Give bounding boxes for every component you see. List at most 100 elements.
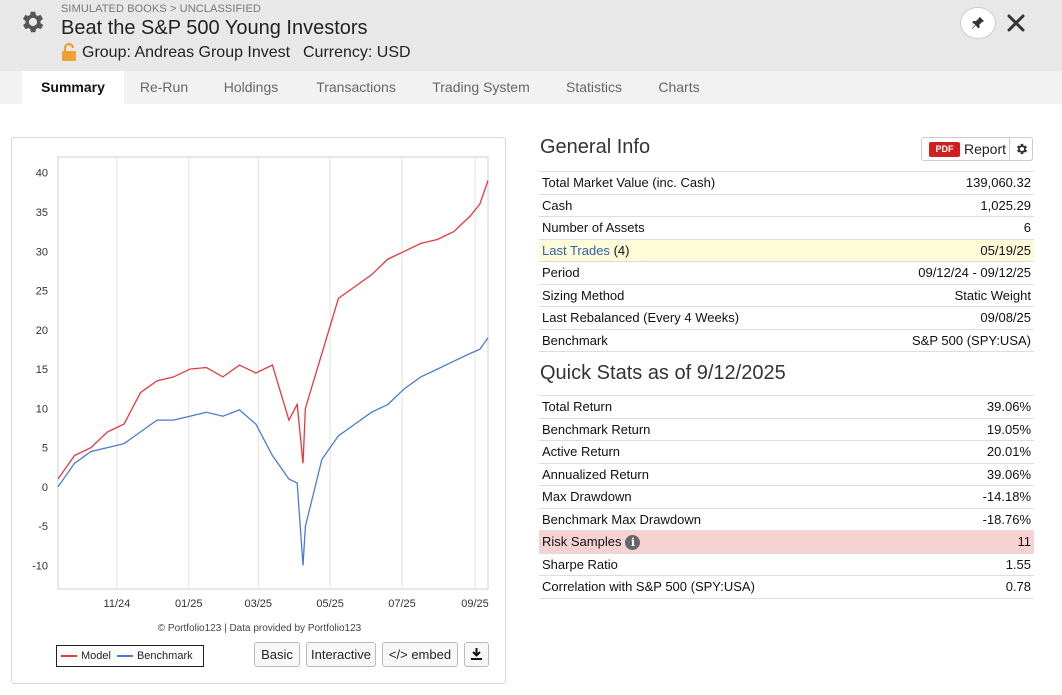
y-tick-label: -5 [38,521,48,533]
table-row: Total Return 39.06% [539,395,1034,418]
row-label: Total Market Value (inc. Cash) [539,171,846,194]
row-label: Number of Assets [539,216,846,239]
table-row: Last Rebalanced (Every 4 Weeks) 09/08/25 [539,306,1034,329]
row-value: 39.06% [935,395,1034,418]
row-label: Last Rebalanced (Every 4 Weeks) [539,306,846,329]
table-row: Last Trades (4) 05/19/25 [539,238,1034,262]
pdf-icon: PDF [929,142,960,157]
table-row: Period 09/12/24 - 09/12/25 [539,261,1034,284]
row-value: 09/08/25 [845,306,1034,329]
legend-swatch-benchmark [116,655,133,657]
plot-area [57,156,489,590]
report-button[interactable]: PDF Report [921,137,1033,161]
row-label: Active Return [539,440,936,463]
y-tick-label: -10 [32,560,48,572]
tab-holdings[interactable]: Holdings [223,79,279,95]
table-row: Sizing Method Static Weight [539,283,1034,307]
table-row: Max Drawdown -14.18% [539,485,1034,508]
tab-re-run[interactable]: Re-Run [139,79,189,95]
table-row: Annualized Return 39.06% [539,462,1034,486]
row-value: Static Weight [845,283,1034,307]
basic-button[interactable]: Basic [254,642,300,667]
row-value: 11 [935,530,1034,553]
last-trades-link[interactable]: Last Trades [542,242,610,258]
table-row: Correlation with S&P 500 (SPY:USA) 0.78 [539,575,1034,599]
row-label: Annualized Return [539,462,936,486]
row-value: -18.76% [935,507,1034,531]
tab-statistics[interactable]: Statistics [565,79,622,95]
row-label: Sizing Method [539,283,846,307]
row-label: Benchmark Return [539,417,936,441]
table-row: Benchmark Return 19.05% [539,417,1034,441]
gear-icon[interactable] [19,8,47,36]
x-tick-label: 01/25 [175,598,203,610]
x-tick-label: 11/24 [104,598,131,610]
x-tick-label: 07/25 [388,598,416,610]
y-tick-label: 5 [42,443,48,455]
table-row: Number of Assets 6 [539,216,1034,239]
tab-charts[interactable]: Charts [658,79,700,95]
row-label: Cash [539,193,846,217]
row-label: Period [539,261,846,284]
download-button[interactable] [464,642,489,667]
row-value: 09/12/24 - 09/12/25 [845,261,1034,284]
row-value: 20.01% [935,440,1034,463]
x-tick-label: 09/25 [461,598,489,610]
legend-label-benchmark[interactable]: Benchmark [136,650,193,662]
info-icon[interactable]: i [625,534,641,550]
tab-summary[interactable]: Summary [22,71,124,104]
x-tick-label: 05/25 [316,598,344,610]
app-header: SIMULATED BOOKS > UNCLASSIFIED Beat the … [0,0,1062,71]
x-tick-label: 03/25 [245,598,273,610]
row-value: 39.06% [935,462,1034,486]
row-label: Sharpe Ratio [539,552,936,576]
row-label: Benchmark Max Drawdown [539,507,936,531]
currency-label: Currency: USD [303,44,411,61]
series-line-model [57,180,489,480]
row-value: 1.55 [935,552,1034,576]
table-row: Active Return 20.01% [539,440,1034,463]
y-tick-label: 35 [36,207,48,219]
interactive-button[interactable]: Interactive [306,642,376,667]
embed-button[interactable]: </> embed [382,642,458,667]
row-value: -14.18% [935,485,1034,508]
table-row: Risk Samples i 11 [539,530,1034,553]
group-label: Group: Andreas Group Invest [82,44,291,61]
last-trades-count: (4) [613,242,630,258]
tab-trading-system[interactable]: Trading System [432,79,530,95]
row-value: 0.78 [935,575,1034,599]
table-row: Total Market Value (inc. Cash) 139,060.3… [539,171,1034,194]
row-label: Last Trades (4) [539,238,846,262]
lock-icon [62,43,76,61]
pin-button[interactable] [960,7,996,39]
legend-label-model[interactable]: Model [81,650,111,662]
row-label: Total Return [539,395,936,418]
close-icon[interactable] [1005,12,1027,34]
table-row: Cash 1,025.29 [539,193,1034,217]
gear-icon [1016,143,1027,155]
tab-transactions[interactable]: Transactions [316,79,396,95]
general-info-table: Total Market Value (inc. Cash) 139,060.3… [539,171,1034,352]
table-row: Benchmark Max Drawdown -18.76% [539,507,1034,531]
risk-samples-label: Risk Samples [542,533,622,549]
pin-icon [971,16,985,29]
row-value: S&P 500 (SPY:USA) [845,328,1034,352]
report-label: Report [964,141,1007,157]
table-row: Sharpe Ratio 1.55 [539,552,1034,576]
row-value: 6 [845,216,1034,239]
row-value: 139,060.32 [845,171,1034,194]
row-label: Risk Samples i [539,530,936,553]
y-tick-label: 25 [36,286,48,298]
row-label: Correlation with S&P 500 (SPY:USA) [539,575,936,599]
quick-stats-table: Total Return 39.06% Benchmark Return 19.… [539,395,1034,599]
y-tick-label: 15 [36,364,48,376]
y-tick-label: 40 [36,168,48,180]
page-title: Beat the S&P 500 Young Investors [61,17,368,39]
report-settings-button[interactable] [1009,138,1033,160]
y-tick-label: 0 [42,482,48,494]
performance-chart[interactable]: 11/24 01/25 03/25 05/25 07/25 09/25 40 35 30 25 20… [12,138,507,618]
last-trades-date-link[interactable]: 05/19/25 [845,238,1034,262]
breadcrumb[interactable]: SIMULATED BOOKS > UNCLASSIFIED [61,3,261,15]
legend-swatch-model [61,655,77,657]
row-label: Max Drawdown [539,485,936,508]
